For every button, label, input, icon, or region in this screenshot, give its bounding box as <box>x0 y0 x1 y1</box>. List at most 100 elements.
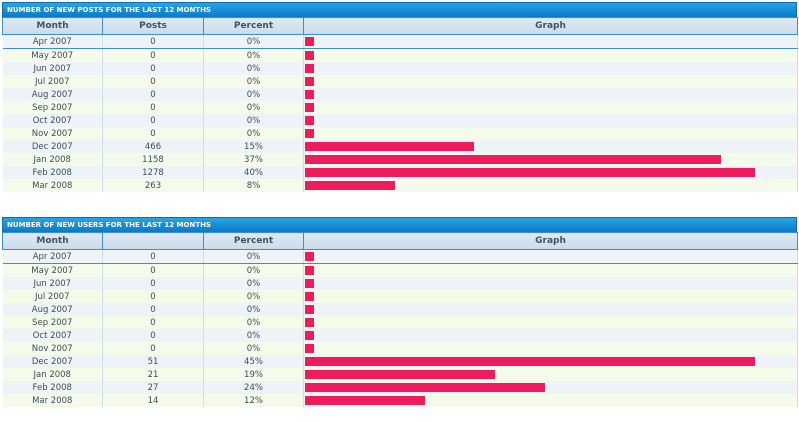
table-row: Jul 2007 0 0% <box>2 290 798 303</box>
value-cell: 14 <box>102 394 204 407</box>
graph-bar <box>305 305 314 314</box>
percent-cell: 0% <box>203 127 304 140</box>
table-row: Aug 2007 0 0% <box>2 88 798 101</box>
graph-cell <box>303 153 798 166</box>
column-header-month: Month <box>2 17 103 35</box>
table-row: Apr 2007 0 0% <box>2 249 798 264</box>
table-row: Mar 2008 263 8% <box>2 179 798 192</box>
value-cell: 27 <box>102 381 204 394</box>
month-cell: Jul 2007 <box>2 290 103 303</box>
month-cell: Oct 2007 <box>2 329 103 342</box>
value-cell: 0 <box>102 101 204 114</box>
month-cell: Apr 2007 <box>2 249 103 264</box>
graph-bar <box>305 266 314 275</box>
value-cell: 21 <box>102 368 204 381</box>
graph-bar <box>305 396 425 405</box>
table-row: Feb 2008 27 24% <box>2 381 798 394</box>
table-row: Dec 2007 466 15% <box>2 140 798 153</box>
graph-cell <box>303 101 798 114</box>
percent-cell: 15% <box>203 140 304 153</box>
value-cell: 1158 <box>102 153 204 166</box>
table-row: Oct 2007 0 0% <box>2 329 798 342</box>
graph-bar <box>305 77 314 86</box>
graph-cell <box>303 381 798 394</box>
column-header-month: Month <box>2 232 103 250</box>
graph-cell <box>303 342 798 355</box>
table-row: Sep 2007 0 0% <box>2 316 798 329</box>
month-cell: Mar 2008 <box>2 394 103 407</box>
month-cell: Jun 2007 <box>2 277 103 290</box>
value-cell: 0 <box>102 277 204 290</box>
graph-bar <box>305 318 314 327</box>
value-cell: 0 <box>102 342 204 355</box>
value-cell: 0 <box>102 329 204 342</box>
graph-bar <box>305 103 314 112</box>
graph-cell <box>303 34 798 49</box>
percent-cell: 0% <box>203 88 304 101</box>
value-cell: 0 <box>102 75 204 88</box>
column-header-percent: Percent <box>203 17 304 35</box>
month-cell: Aug 2007 <box>2 303 103 316</box>
month-cell: Aug 2007 <box>2 88 103 101</box>
month-cell: Nov 2007 <box>2 127 103 140</box>
table-row: Jul 2007 0 0% <box>2 75 798 88</box>
month-cell: Feb 2008 <box>2 381 103 394</box>
value-cell: 0 <box>102 127 204 140</box>
graph-bar <box>305 155 721 164</box>
month-cell: Jan 2008 <box>2 153 103 166</box>
stats-table: Month Percent Graph Apr 2007 0 0% May 2007 0… <box>2 232 798 407</box>
graph-cell <box>303 166 798 179</box>
table-row: May 2007 0 0% <box>2 48 798 62</box>
percent-cell: 0% <box>203 329 304 342</box>
month-cell: Apr 2007 <box>2 34 103 49</box>
table-row: Apr 2007 0 0% <box>2 34 798 49</box>
value-cell: 51 <box>102 355 204 368</box>
table-row: Jun 2007 0 0% <box>2 277 798 290</box>
percent-cell: 0% <box>203 249 304 264</box>
month-cell: Mar 2008 <box>2 179 103 192</box>
value-cell: 0 <box>102 88 204 101</box>
percent-cell: 0% <box>203 34 304 49</box>
percent-cell: 37% <box>203 153 304 166</box>
percent-cell: 12% <box>203 394 304 407</box>
graph-bar <box>305 331 314 340</box>
graph-bar <box>305 181 395 190</box>
value-cell: 0 <box>102 114 204 127</box>
value-cell: 0 <box>102 316 204 329</box>
value-cell: 0 <box>102 62 204 75</box>
graph-bar <box>305 51 314 60</box>
month-cell: May 2007 <box>2 263 103 277</box>
month-cell: Nov 2007 <box>2 342 103 355</box>
users-stats-panel: NUMBER OF NEW USERS FOR THE LAST 12 MONT… <box>2 217 798 407</box>
percent-cell: 0% <box>203 101 304 114</box>
column-header-count <box>102 232 204 250</box>
graph-cell <box>303 62 798 75</box>
value-cell: 0 <box>102 303 204 316</box>
month-cell: Jan 2008 <box>2 368 103 381</box>
graph-cell <box>303 303 798 316</box>
percent-cell: 24% <box>203 381 304 394</box>
month-cell: Dec 2007 <box>2 140 103 153</box>
table-row: Nov 2007 0 0% <box>2 342 798 355</box>
graph-cell <box>303 355 798 368</box>
graph-bar <box>305 344 314 353</box>
posts-stats-panel: NUMBER OF NEW POSTS FOR THE LAST 12 MONT… <box>2 2 798 192</box>
panel-title: NUMBER OF NEW POSTS FOR THE LAST 12 MONT… <box>2 2 797 17</box>
percent-cell: 8% <box>203 179 304 192</box>
graph-bar <box>305 370 495 379</box>
graph-cell <box>303 277 798 290</box>
graph-cell <box>303 394 798 407</box>
percent-cell: 0% <box>203 303 304 316</box>
month-cell: Oct 2007 <box>2 114 103 127</box>
percent-cell: 19% <box>203 368 304 381</box>
month-cell: Sep 2007 <box>2 101 103 114</box>
graph-bar <box>305 252 314 261</box>
table-row: Aug 2007 0 0% <box>2 303 798 316</box>
month-cell: Feb 2008 <box>2 166 103 179</box>
value-cell: 0 <box>102 290 204 303</box>
percent-cell: 45% <box>203 355 304 368</box>
graph-cell <box>303 368 798 381</box>
value-cell: 263 <box>102 179 204 192</box>
graph-bar <box>305 142 474 151</box>
graph-cell <box>303 48 798 62</box>
